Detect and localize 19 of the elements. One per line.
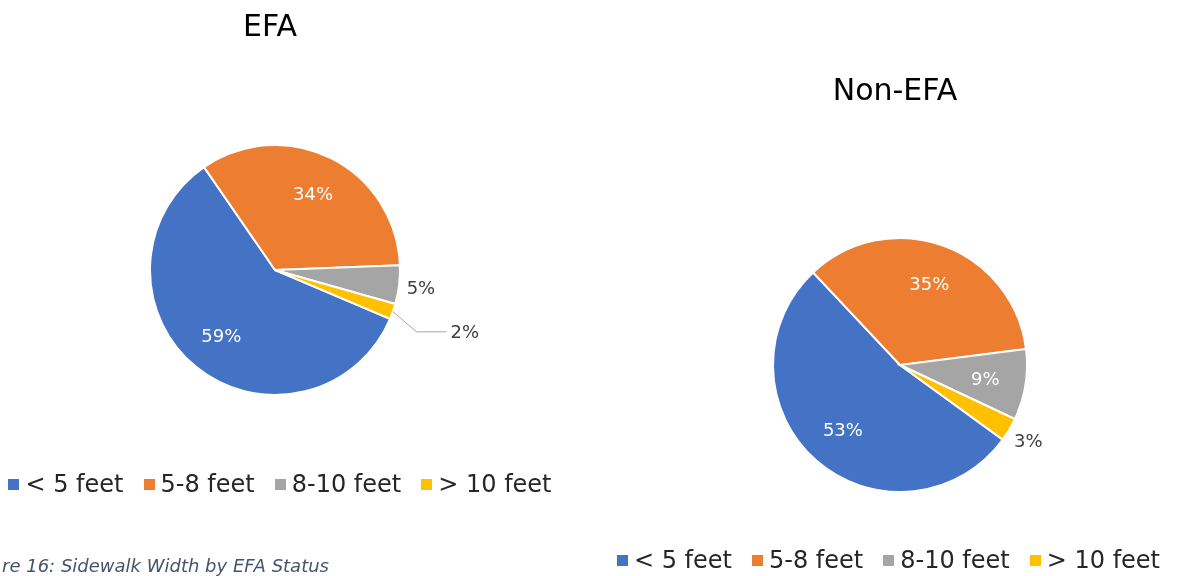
data-label: 34%: [293, 183, 334, 205]
chart-title: EFA: [242, 8, 298, 43]
data-label: 2%: [450, 321, 480, 343]
chart-title: Non-EFA: [831, 72, 959, 107]
data-label: 53%: [822, 419, 863, 441]
legend-label: 5-8 feet: [768, 546, 864, 574]
data-label: 5%: [406, 276, 436, 298]
legend-label: 5-8 feet: [159, 470, 255, 498]
legend-label: < 5 feet: [632, 546, 732, 574]
text: re 16: Sidewalk Width by EFA Status: [2, 555, 329, 576]
legend-label: > 10 feet: [437, 470, 552, 498]
data-label: 59%: [201, 325, 242, 347]
legend-label: < 5 feet: [24, 470, 124, 498]
data-label: 35%: [909, 273, 950, 295]
legend-label: 8-10 feet: [899, 546, 1010, 574]
data-label: 9%: [971, 368, 1000, 390]
legend-label: 8-10 feet: [290, 470, 402, 498]
data-label: 3%: [1013, 430, 1043, 452]
legend-label: > 10 feet: [1045, 546, 1161, 574]
